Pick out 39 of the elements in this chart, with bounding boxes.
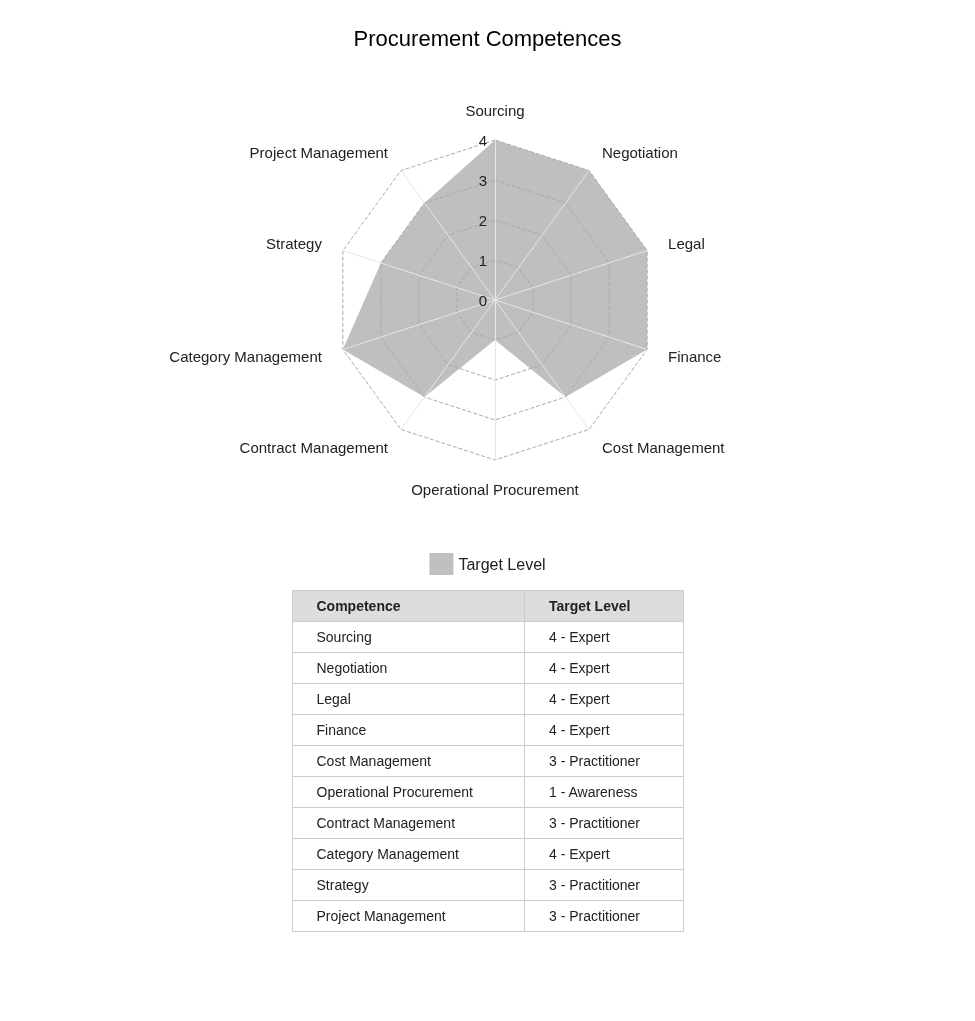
spoke-label: Operational Procurement <box>411 481 580 498</box>
y-tick-label: 1 <box>478 251 487 269</box>
spoke-label: Negotiation <box>601 144 678 162</box>
text: 4 - Expert <box>548 691 610 707</box>
text: 3 - Practitioner <box>548 815 641 831</box>
text: 4 - Expert <box>548 660 610 676</box>
text: 3 - Practitioner <box>548 753 641 769</box>
text: 4 - Expert <box>548 722 610 738</box>
chart-title: Procurement Competences <box>353 25 622 51</box>
text: Target Level <box>548 598 631 614</box>
category-label: Operational Procurement <box>316 784 473 800</box>
text: 3 - Practitioner <box>548 877 641 893</box>
category-label: Negotiation <box>316 660 388 676</box>
text: Competence <box>292 590 525 622</box>
spoke-label: Project Management <box>249 144 389 162</box>
spoke-label: Category Management <box>169 347 323 365</box>
y-tick-label: 2 <box>478 211 487 229</box>
category-label: Category Management <box>316 846 459 862</box>
spoke-label: Cost Management <box>601 438 726 456</box>
category-label: Strategy <box>316 877 369 893</box>
category-label: Contract Management <box>316 815 456 831</box>
spoke-label: Contract Management <box>239 438 389 456</box>
text: 3 - Practitioner <box>548 908 641 924</box>
spoke-label: Sourcing <box>465 102 525 119</box>
spoke-label: Legal <box>668 235 705 253</box>
category-label: Finance <box>316 722 367 738</box>
text: 4 - Expert <box>548 846 610 862</box>
category-label: Legal <box>316 691 351 707</box>
category-label: Cost Management <box>316 753 431 769</box>
text: 4 - Expert <box>548 629 610 645</box>
text: 1 - Awareness <box>548 784 638 800</box>
y-tick-label: 3 <box>478 171 487 189</box>
spoke-label: Finance <box>668 347 722 365</box>
y-tick-label: 0 <box>478 291 487 309</box>
category-label: Sourcing <box>316 629 372 645</box>
category-label: Project Management <box>316 908 446 924</box>
legend-label: Target Level <box>458 555 546 573</box>
y-tick-label: 4 <box>478 131 487 149</box>
spoke-label: Strategy <box>266 235 323 253</box>
